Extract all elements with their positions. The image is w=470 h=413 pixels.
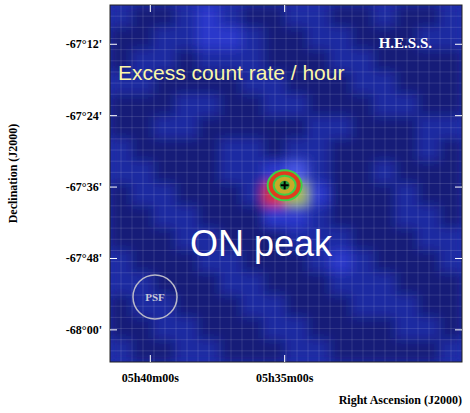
plot-background bbox=[110, 5, 462, 362]
plot-area bbox=[110, 5, 462, 362]
source bbox=[268, 170, 302, 200]
x-axis-title: Right Ascension (J2000) bbox=[339, 393, 462, 407]
chart: -67°12' -67°24' -67°36' -67°48' -68°00' 05h40… bbox=[0, 0, 470, 413]
x-tick bbox=[150, 355, 151, 362]
y-tick bbox=[455, 44, 462, 45]
grid-line bbox=[110, 94, 462, 95]
y-tick bbox=[110, 329, 117, 330]
y-tick bbox=[110, 258, 117, 259]
y-tick-label: -67°48' bbox=[66, 251, 102, 265]
source-blob bbox=[268, 170, 302, 200]
source-core bbox=[280, 181, 290, 190]
x-tick-label: 05h35m00s bbox=[256, 371, 314, 385]
y-tick-label: -67°36' bbox=[66, 180, 102, 194]
hess-label: H.E.S.S. bbox=[379, 35, 433, 51]
y-tick bbox=[110, 187, 117, 188]
y-axis-title: Declination (J2000) bbox=[6, 124, 20, 224]
grid-line bbox=[110, 216, 462, 217]
title: Excess count rate / hour bbox=[118, 61, 344, 84]
contour bbox=[268, 170, 302, 200]
y-tick bbox=[455, 187, 462, 188]
grid-line bbox=[110, 205, 462, 206]
y-tick-label: -67°12' bbox=[66, 37, 102, 51]
grid-line bbox=[110, 272, 462, 273]
frame bbox=[110, 5, 462, 362]
pixel-grid bbox=[110, 5, 462, 362]
x-tick bbox=[284, 355, 285, 362]
peak-cross bbox=[281, 181, 289, 189]
y-tick-label: -67°24' bbox=[66, 109, 102, 123]
grid-line bbox=[110, 339, 462, 340]
psf-label: PSF bbox=[145, 291, 165, 303]
grid-line bbox=[110, 116, 462, 117]
grid-line bbox=[110, 328, 462, 329]
y-tick-label: -68°00' bbox=[66, 323, 102, 337]
on-peak-label: ON peak bbox=[190, 223, 333, 264]
grid-line bbox=[110, 161, 462, 162]
x-tick bbox=[150, 5, 151, 12]
grid-line bbox=[110, 16, 462, 17]
grid-line bbox=[110, 306, 462, 307]
grid-line bbox=[110, 138, 462, 139]
grid-line bbox=[110, 105, 462, 106]
grid-line bbox=[110, 283, 462, 284]
grid-line bbox=[110, 350, 462, 351]
psf-circle bbox=[133, 275, 177, 319]
grid-line bbox=[110, 150, 462, 151]
x-tick-label: 05h40m00s bbox=[122, 371, 180, 385]
y-tick bbox=[110, 115, 117, 116]
grid-line bbox=[110, 27, 462, 28]
grid-line bbox=[110, 127, 462, 128]
y-tick bbox=[455, 115, 462, 116]
y-tick bbox=[110, 44, 117, 45]
contour bbox=[274, 176, 296, 195]
y-tick bbox=[455, 329, 462, 330]
y-tick bbox=[455, 258, 462, 259]
x-tick bbox=[284, 5, 285, 12]
cells bbox=[110, 5, 462, 362]
